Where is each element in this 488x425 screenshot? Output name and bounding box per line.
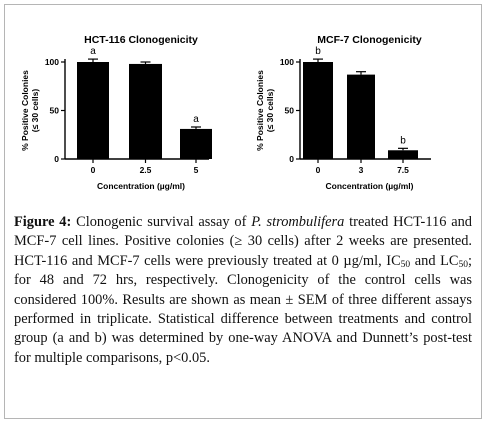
mcf7-annotation-0: b: [315, 46, 321, 57]
mcf7-y-tick-label: 0: [289, 154, 294, 164]
mcf7-bar-2: [388, 150, 418, 159]
mcf7-bar-1: [347, 74, 375, 159]
caption-text-4: ; for 48 and 72 hrs, respectively. Clono…: [14, 252, 472, 366]
hct116-y-tick-label: 50: [50, 106, 60, 116]
chart-hct116: HCT-116 Clonogenicity 0 50 100% Positive Co…: [0, 0, 240, 200]
mcf7-x-tick-label-1: 3: [359, 165, 364, 175]
caption-label: Figure 4:: [14, 214, 72, 230]
mcf7-y-axis-label: % Positive Colonies: [255, 70, 265, 151]
chart-mcf7-svg: MCF-7 Clonogenicity 0 50 100 % Positive Colo…: [255, 34, 431, 191]
mcf7-x-tick-label-0: 0: [316, 165, 321, 175]
hct116-annotation-2: a: [193, 114, 199, 125]
hct116-x-axis-label: Concentration (µg/ml): [97, 181, 185, 191]
hct116-bar-0: [77, 62, 109, 159]
mcf7-x-axis-label: Concentration (µg/ml): [325, 181, 413, 191]
caption-text-2: treated HCT-116 and MCF-7 cell lines. Po…: [14, 214, 472, 269]
mcf7-annotation-2: b: [400, 135, 406, 146]
mcf7-y-tick-label: 100: [280, 57, 294, 67]
hct116-y-axis-label-sub: (≤ 30 cells): [30, 89, 40, 133]
chart-mcf7: MCF-7 Clonogenicity 0 50 100 % Positive Colo…: [240, 0, 480, 200]
hct116-y-tick-label: 100: [45, 57, 59, 67]
caption-species: P. strombulifera: [251, 214, 345, 230]
caption-text-3: and LC: [410, 252, 459, 269]
caption-text-1: Clonogenic survival assay of: [71, 214, 252, 230]
hct116-bar-2: [180, 128, 212, 159]
hct116-x-tick-label-2: 5: [194, 165, 199, 175]
hct116-x-tick-label-0: 0: [91, 165, 96, 175]
hct116-y-axis-label: % Positive Colonies: [20, 70, 30, 151]
hct116-x-tick-label-1: 2.5: [140, 165, 152, 175]
hct116-chart-title: HCT-116 Clonogenicity: [84, 34, 198, 46]
hct116-annotation-0: a: [90, 46, 96, 57]
caption-sub-lc: 50: [458, 259, 469, 270]
mcf7-y-tick-label: 50: [285, 106, 295, 116]
hct116-bar-1: [129, 63, 162, 159]
figure-caption: Figure 4: Clonogenic survival assay of P…: [14, 213, 472, 368]
mcf7-x-tick-label-2: 7.5: [397, 165, 409, 175]
hct116-y-tick-label: 0: [54, 154, 59, 164]
caption-sub-ic: 50: [400, 259, 411, 270]
mcf7-bar-0: [303, 62, 333, 159]
mcf7-chart-title: MCF-7 Clonogenicity: [317, 34, 422, 46]
mcf7-y-axis-label-sub: (≤ 30 cells): [265, 89, 275, 133]
